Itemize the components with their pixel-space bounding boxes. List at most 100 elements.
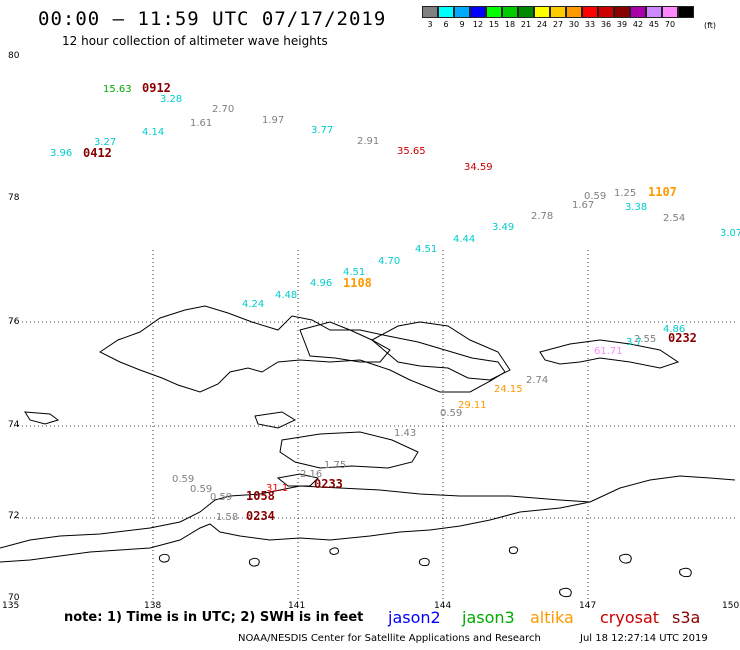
lon-tick-label: 144: [434, 601, 451, 611]
legend-label: 45: [648, 20, 660, 29]
lat-tick-label: 78: [8, 193, 20, 203]
coastline-mainland: [0, 485, 591, 563]
wave-height-label: 0.59: [440, 408, 462, 419]
legend-label: 30: [568, 20, 580, 29]
coastline-east-siberian-coast: [589, 475, 736, 503]
coastline-lakes-7: [159, 553, 170, 563]
coastline-belkovsky-island: [254, 411, 297, 429]
wave-height-label: 2.16: [300, 469, 322, 480]
lat-tick-label: 70: [8, 593, 20, 603]
legend-swatch: [470, 6, 486, 18]
legend-swatch: [422, 6, 438, 18]
satellite-label-jason2: jason2: [388, 608, 441, 627]
wave-height-label: 3.7: [626, 337, 642, 348]
wave-height-label: 0.59: [190, 484, 212, 495]
legend-swatch: [566, 6, 582, 18]
legend-swatch: [454, 6, 470, 18]
wave-height-label: 4.24: [242, 299, 264, 310]
legend-label: 39: [616, 20, 628, 29]
wave-height-labels: 15.63 3.28 2.701.61 1.97 3.77 4.14 3.27 3.96 2.9…: [50, 84, 740, 523]
wave-height-label: 0.59: [584, 191, 606, 202]
legend-swatch: [598, 6, 614, 18]
legend-label: 9: [459, 20, 465, 29]
wave-height-label: 3.38: [625, 202, 647, 213]
wave-height-label: 3.28: [160, 94, 182, 105]
wave-height-label: 3.27: [94, 137, 116, 148]
legend-label: 24: [536, 20, 548, 29]
legend-label: 36: [600, 20, 612, 29]
wave-height-label: 2.70: [212, 104, 234, 115]
wave-height-label: 1.67: [572, 200, 594, 211]
wave-height-label: 0.59: [210, 492, 232, 503]
generated-timestamp: Jul 18 12:27:14 UTC 2019: [580, 633, 708, 644]
wave-height-label: 2.91: [357, 136, 379, 147]
wave-height-label: 4.44: [453, 234, 475, 245]
wave-height-label: 35.65: [397, 146, 426, 157]
legend-swatch: [502, 6, 518, 18]
legend-label: 6: [443, 20, 449, 29]
legend-label: 42: [632, 20, 644, 29]
pass-time-label: 1107: [648, 185, 677, 199]
wave-height-label: 29.11: [458, 400, 487, 411]
legend-swatch: [534, 6, 550, 18]
legend-swatch: [518, 6, 534, 18]
pass-time-label: 0912: [142, 81, 171, 95]
wave-height-label: 31.1: [266, 483, 288, 494]
wave-height-label: 3.49: [492, 222, 514, 233]
legend-swatch: [662, 6, 678, 18]
credit-line: NOAA/NESDIS Center for Satellite Applica…: [238, 633, 541, 644]
wave-height-label: 2.55: [634, 334, 656, 345]
wave-height-label: 1.61: [190, 118, 212, 129]
pass-time-labels: 0912 0412 1107 1108 0232 0233 1058 0234: [83, 81, 697, 523]
wave-height-label: 1.43: [394, 428, 416, 439]
wave-height-label: 1.58: [216, 512, 238, 523]
wave-height-label: 1.75: [324, 460, 346, 471]
wave-height-label: 2.74: [526, 375, 548, 386]
coastline-lakes-6: [249, 557, 260, 567]
graticule: [10, 250, 735, 600]
legend-label: 15: [488, 20, 500, 29]
pass-time-label: 0234: [246, 509, 275, 523]
pass-time-label: 1108: [343, 276, 372, 290]
legend-swatch: [678, 6, 694, 18]
wave-height-label: 34.59: [464, 162, 493, 173]
wave-height-label: 3.07: [720, 228, 740, 239]
wave-height-label: 61.71: [594, 346, 623, 357]
satellite-label-altika: altika: [530, 608, 574, 627]
wave-height-label: 4.70: [378, 256, 400, 267]
legend-swatch: [646, 6, 662, 18]
legend-swatch: [582, 6, 598, 18]
lat-tick-label: 72: [8, 511, 19, 521]
wave-height-label: 0.59: [172, 474, 194, 485]
wave-height-label: 2.54: [663, 213, 685, 224]
wave-height-label: 4.96: [310, 278, 332, 289]
pass-time-label: 0233: [314, 477, 343, 491]
wave-height-label: 4.14: [142, 127, 164, 138]
lat-tick-label: 76: [8, 317, 20, 327]
legend-labels: 3 6 9 12 15 18 21 24 27 30 33 36 39 42 45 70: [422, 20, 694, 29]
wave-height-label: 3.96: [50, 148, 72, 159]
lon-tick-label: 147: [579, 601, 596, 611]
legend-label: 12: [472, 20, 484, 29]
coastline-lakes-5: [679, 567, 692, 578]
coastline-small-lyakhovsky-island: [276, 473, 319, 487]
footnote: note: 1) Time is in UTC; 2) SWH is in fe…: [64, 610, 364, 625]
wave-height-label: 24.15: [494, 384, 523, 395]
lat-tick-label: 80: [8, 51, 20, 61]
satellite-label-jason3: jason3: [462, 608, 515, 627]
pass-time-label: 0412: [83, 146, 112, 160]
satellite-label-cryosat: cryosat: [600, 608, 660, 627]
wave-height-label: 2.78: [531, 211, 553, 222]
coastline-lakes-3: [508, 546, 519, 555]
legend-swatches: [422, 6, 694, 18]
pass-time-label: 1058: [246, 489, 275, 503]
wave-height-label: 4.86: [663, 324, 685, 335]
wave-height-label: 4.51: [343, 267, 365, 278]
wave-height-label: 3.77: [311, 125, 333, 136]
page-title: 00:00 – 11:59 UTC 07/17/2019: [38, 8, 387, 30]
coastline-kotelny-island: [99, 305, 506, 393]
coastline-lakes-2: [419, 557, 430, 567]
satellite-label-s3a: s3a: [672, 608, 701, 627]
